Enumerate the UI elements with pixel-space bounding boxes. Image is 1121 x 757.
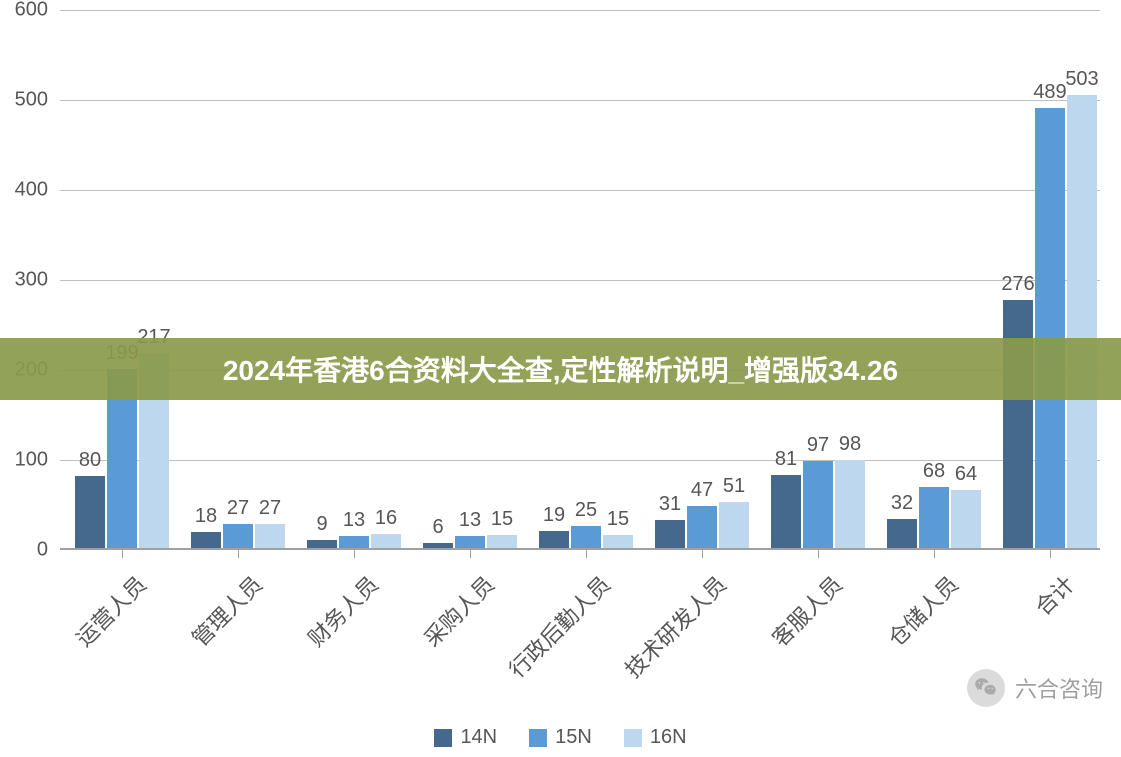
plot-area: 8019921718272791316613151925153147518197… <box>60 10 1100 550</box>
bar <box>307 540 337 548</box>
bar-value-label: 16 <box>375 507 397 530</box>
x-axis-label: 行政后勤人员 <box>501 568 617 684</box>
bar <box>191 532 221 548</box>
legend-label: 14N <box>460 726 497 749</box>
y-tick-label: 500 <box>0 89 60 112</box>
x-tick-mark <box>122 550 123 558</box>
legend-swatch <box>434 729 452 747</box>
bar-value-label: 15 <box>607 508 629 531</box>
bar <box>1035 108 1065 548</box>
x-tick-mark <box>586 550 587 558</box>
legend-swatch <box>624 729 642 747</box>
watermark-text: 六合咨询 <box>1015 672 1103 704</box>
bar <box>455 536 485 548</box>
bar-value-label: 13 <box>459 509 481 532</box>
bar-value-label: 47 <box>691 479 713 502</box>
bar-value-label: 19 <box>543 504 565 527</box>
bar <box>603 535 633 549</box>
bar <box>223 524 253 548</box>
bar-value-label: 15 <box>491 508 513 531</box>
bar-value-label: 18 <box>195 505 217 528</box>
watermark: 六合咨询 <box>967 669 1103 707</box>
bar <box>655 520 685 548</box>
bar <box>951 490 981 548</box>
bar-value-label: 64 <box>955 463 977 486</box>
bar <box>1003 300 1033 548</box>
bar <box>571 526 601 549</box>
legend-item: 14N <box>434 726 497 749</box>
overlay-banner: 2024年香港6合资料大全查,定性解析说明_增强版34.26 <box>0 338 1121 400</box>
x-axis-label: 客服人员 <box>764 568 849 653</box>
bar-value-label: 13 <box>343 509 365 532</box>
bar <box>75 476 105 548</box>
x-axis-label: 管理人员 <box>184 568 269 653</box>
bar <box>255 524 285 548</box>
bar <box>835 460 865 548</box>
bar <box>487 535 517 549</box>
legend-label: 15N <box>555 726 592 749</box>
bar-value-label: 32 <box>891 492 913 515</box>
x-axis-label: 合计 <box>1027 568 1081 622</box>
x-tick-mark <box>818 550 819 558</box>
legend-label: 16N <box>650 726 687 749</box>
bar-value-label: 6 <box>432 516 443 539</box>
bar <box>919 487 949 548</box>
legend-item: 16N <box>624 726 687 749</box>
y-tick-label: 300 <box>0 269 60 292</box>
bar <box>339 536 369 548</box>
bar <box>887 519 917 548</box>
bar <box>371 534 401 548</box>
bar-value-label: 51 <box>723 475 745 498</box>
y-tick-label: 600 <box>0 0 60 22</box>
x-axis-label: 仓储人员 <box>880 568 965 653</box>
bar-value-label: 27 <box>227 497 249 520</box>
bar-value-label: 98 <box>839 433 861 456</box>
bar <box>803 461 833 548</box>
bar <box>1067 95 1097 548</box>
y-tick-label: 0 <box>0 539 60 562</box>
bar-value-label: 31 <box>659 493 681 516</box>
x-axis-label: 技术研发人员 <box>617 568 733 684</box>
x-axis-label: 采购人员 <box>416 568 501 653</box>
bar-value-label: 80 <box>79 449 101 472</box>
wechat-icon <box>967 669 1005 707</box>
x-axis-label: 运营人员 <box>68 568 153 653</box>
x-tick-mark <box>702 550 703 558</box>
x-axis-label: 财务人员 <box>300 568 385 653</box>
x-tick-mark <box>934 550 935 558</box>
bar-value-label: 68 <box>923 460 945 483</box>
overlay-text: 2024年香港6合资料大全查,定性解析说明_增强版34.26 <box>223 349 898 389</box>
legend-swatch <box>529 729 547 747</box>
bar-value-label: 25 <box>575 499 597 522</box>
bar <box>423 543 453 548</box>
x-tick-mark <box>238 550 239 558</box>
y-tick-label: 400 <box>0 179 60 202</box>
x-tick-mark <box>354 550 355 558</box>
bar <box>539 531 569 548</box>
x-tick-mark <box>470 550 471 558</box>
legend-item: 15N <box>529 726 592 749</box>
legend: 14N 15N 16N <box>0 726 1121 749</box>
bar-value-label: 97 <box>807 434 829 457</box>
chart-container: 0100200300400500600 80199217182727913166… <box>0 0 1121 757</box>
bar-value-label: 27 <box>259 497 281 520</box>
bar <box>719 502 749 548</box>
bar <box>687 506 717 548</box>
bar-value-label: 81 <box>775 448 797 471</box>
bar-value-label: 276 <box>1001 273 1034 296</box>
bar-value-label: 503 <box>1065 68 1098 91</box>
bar-value-label: 489 <box>1033 81 1066 104</box>
x-tick-mark <box>1050 550 1051 558</box>
y-tick-label: 100 <box>0 449 60 472</box>
bar-value-label: 9 <box>316 513 327 536</box>
bar <box>771 475 801 548</box>
